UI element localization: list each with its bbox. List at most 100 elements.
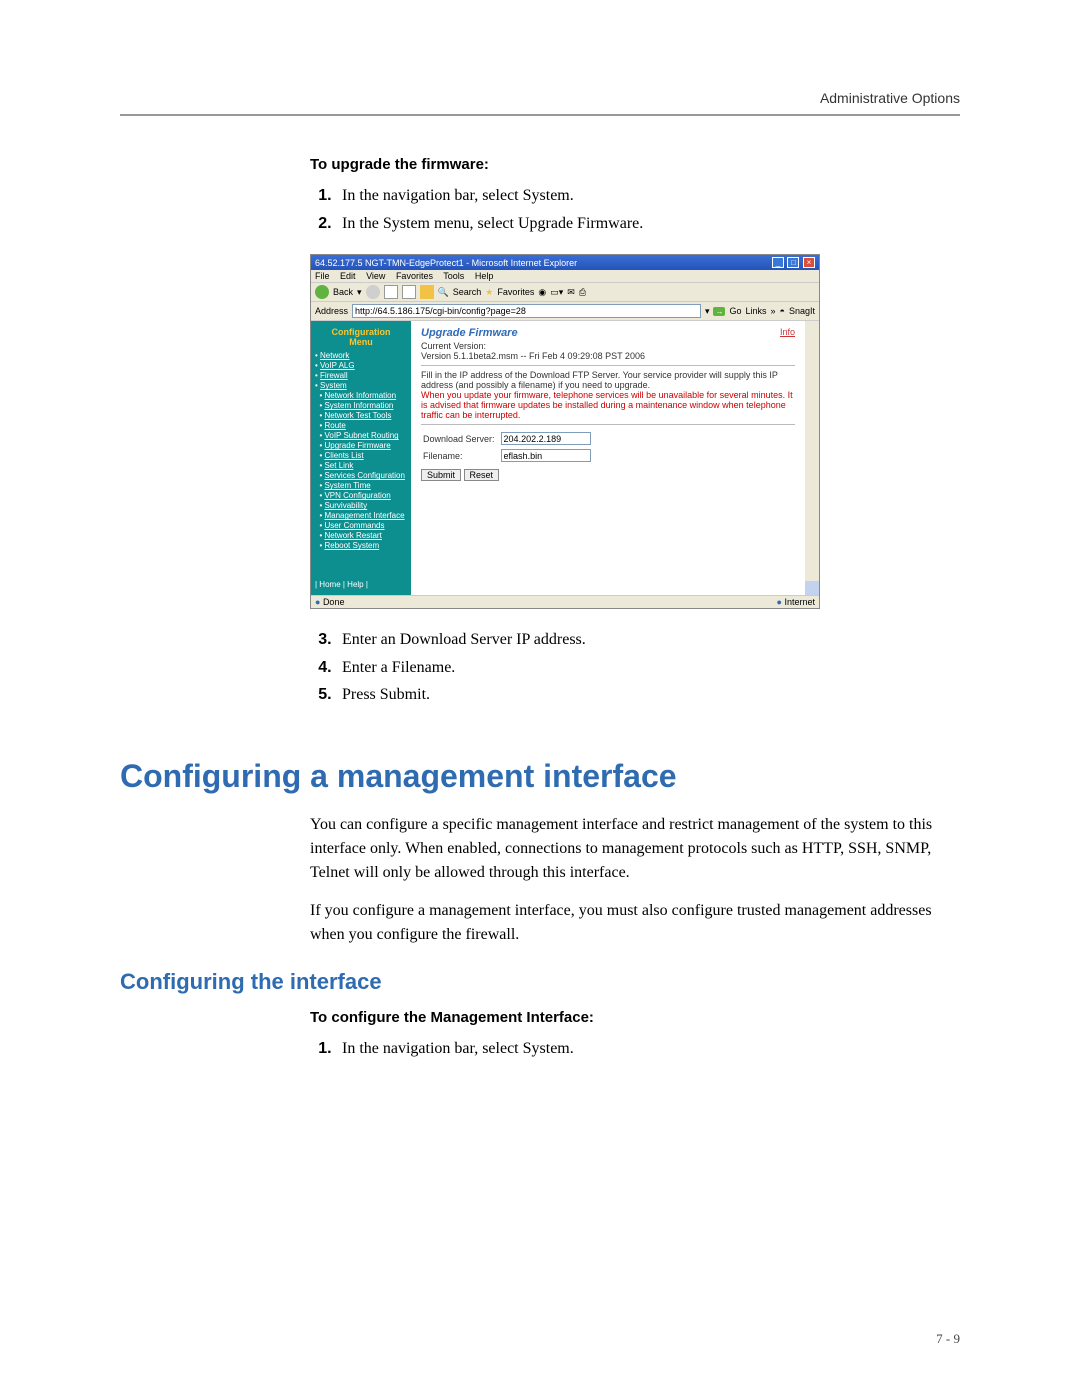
refresh-icon[interactable] bbox=[402, 285, 416, 299]
snagit-label: SnagIt bbox=[789, 306, 815, 316]
sidebar-link[interactable]: Upgrade Firmware bbox=[324, 441, 390, 450]
sidebar-link[interactable]: User Commands bbox=[324, 521, 384, 530]
reset-button[interactable]: Reset bbox=[464, 469, 500, 481]
body-paragraph: You can configure a specific management … bbox=[310, 813, 960, 885]
sidebar-link[interactable]: Management Interface bbox=[324, 511, 404, 520]
body-paragraph: If you configure a management interface,… bbox=[310, 899, 960, 947]
forward-icon[interactable] bbox=[366, 285, 380, 299]
step: Enter an Download Server IP address. bbox=[336, 627, 960, 653]
sidebar-item[interactable]: Management Interface bbox=[315, 511, 407, 520]
sidebar-link[interactable]: VoIP ALG bbox=[320, 361, 355, 370]
step: In the navigation bar, select System. bbox=[336, 1036, 960, 1062]
sidebar-link[interactable]: Clients List bbox=[324, 451, 363, 460]
back-label: Back bbox=[333, 287, 353, 297]
configure-steps: In the navigation bar, select System. bbox=[310, 1036, 960, 1062]
minimize-icon[interactable]: _ bbox=[772, 257, 784, 268]
sidebar-link[interactable]: Network Restart bbox=[324, 531, 381, 540]
address-bar: Address ▾ → Go Links » ◓ SnagIt bbox=[311, 302, 819, 321]
sidebar-link[interactable]: Set Link bbox=[324, 461, 353, 470]
upgrade-steps-top: In the navigation bar, select System. In… bbox=[310, 183, 960, 236]
sidebar-item[interactable]: System Information bbox=[315, 401, 407, 410]
go-button[interactable]: → bbox=[713, 307, 725, 316]
sidebar-link[interactable]: Reboot System bbox=[324, 541, 379, 550]
sidebar-item[interactable]: Network bbox=[315, 351, 407, 360]
sidebar-item[interactable]: Services Configuration bbox=[315, 471, 407, 480]
configure-heading: To configure the Management Interface: bbox=[310, 1009, 960, 1026]
sidebar-link[interactable]: System Information bbox=[324, 401, 393, 410]
menu-item[interactable]: File bbox=[315, 271, 330, 281]
media-icon[interactable]: ◉ bbox=[538, 287, 546, 298]
sidebar-item[interactable]: User Commands bbox=[315, 521, 407, 530]
sidebar-item[interactable]: Network Information bbox=[315, 391, 407, 400]
page-number: 7 - 9 bbox=[936, 1331, 960, 1347]
download-server-input[interactable] bbox=[501, 432, 591, 445]
step: In the System menu, select Upgrade Firmw… bbox=[336, 211, 960, 237]
filename-input[interactable] bbox=[501, 449, 591, 462]
address-input[interactable] bbox=[352, 304, 701, 318]
history-icon[interactable]: ▭▾ bbox=[550, 287, 563, 298]
favorites-icon[interactable]: ★ bbox=[485, 287, 493, 298]
sidebar-item[interactable]: Survivability bbox=[315, 501, 407, 510]
header-rule bbox=[120, 114, 960, 116]
submit-button[interactable]: Submit bbox=[421, 469, 461, 481]
menu-item[interactable]: Favorites bbox=[396, 271, 433, 281]
sidebar-link[interactable]: Network bbox=[320, 351, 349, 360]
sidebar-item[interactable]: System Time bbox=[315, 481, 407, 490]
download-server-label: Download Server: bbox=[423, 431, 499, 446]
ie-titlebar: 64.52.177.5 NGT-TMN-EdgeProtect1 - Micro… bbox=[311, 255, 819, 270]
window-buttons: _ □ × bbox=[771, 257, 815, 268]
sidebar-link[interactable]: System Time bbox=[324, 481, 370, 490]
sidebar-link[interactable]: Services Configuration bbox=[324, 471, 404, 480]
sidebar-title: Configuration bbox=[315, 327, 407, 337]
snagit-icon[interactable]: ◓ bbox=[780, 306, 785, 316]
step: Enter a Filename. bbox=[336, 655, 960, 681]
search-label: Search bbox=[453, 287, 482, 297]
browser-screenshot: 64.52.177.5 NGT-TMN-EdgeProtect1 - Micro… bbox=[310, 254, 820, 609]
address-label: Address bbox=[315, 306, 348, 316]
sidebar-item[interactable]: VoIP ALG bbox=[315, 361, 407, 370]
sidebar-item[interactable]: VPN Configuration bbox=[315, 491, 407, 500]
sidebar-link[interactable]: VoIP Subnet Routing bbox=[324, 431, 398, 440]
back-icon[interactable] bbox=[315, 285, 329, 299]
print-icon[interactable]: ⎙ bbox=[579, 287, 586, 298]
search-icon[interactable]: 🔍 bbox=[438, 287, 449, 298]
sidebar-item[interactable]: VoIP Subnet Routing bbox=[315, 431, 407, 440]
sidebar-item[interactable]: Upgrade Firmware bbox=[315, 441, 407, 450]
home-icon[interactable] bbox=[420, 285, 434, 299]
close-icon[interactable]: × bbox=[803, 257, 815, 268]
menu-item[interactable]: View bbox=[366, 271, 385, 281]
sidebar-item[interactable]: Firewall bbox=[315, 371, 407, 380]
status-net: Internet bbox=[777, 597, 815, 607]
status-bar: Done Internet bbox=[311, 595, 819, 608]
sidebar-item[interactable]: Set Link bbox=[315, 461, 407, 470]
sidebar-link[interactable]: Survivability bbox=[324, 501, 367, 510]
sidebar-link[interactable]: System bbox=[320, 381, 347, 390]
sidebar-link[interactable]: Network Test Tools bbox=[324, 411, 391, 420]
sidebar-link[interactable]: Firewall bbox=[320, 371, 348, 380]
sidebar-item[interactable]: Reboot System bbox=[315, 541, 407, 550]
stop-icon[interactable] bbox=[384, 285, 398, 299]
mail-icon[interactable]: ✉ bbox=[567, 287, 575, 298]
info-link[interactable]: Info bbox=[780, 327, 795, 337]
links-label: Links bbox=[746, 306, 767, 316]
sidebar-item[interactable]: Network Test Tools bbox=[315, 411, 407, 420]
step: In the navigation bar, select System. bbox=[336, 183, 960, 209]
sidebar-item[interactable]: Clients List bbox=[315, 451, 407, 460]
menu-item[interactable]: Edit bbox=[340, 271, 356, 281]
menu-item[interactable]: Help bbox=[475, 271, 494, 281]
ie-toolbar: Back ▾ 🔍 Search ★ Favorites ◉ ▭▾ ✉ ⎙ bbox=[311, 283, 819, 302]
sidebar-link[interactable]: Route bbox=[324, 421, 345, 430]
main-panel: Info Upgrade Firmware Current Version: V… bbox=[411, 321, 805, 595]
upgrade-heading: To upgrade the firmware: bbox=[310, 156, 960, 173]
sidebar-link[interactable]: VPN Configuration bbox=[324, 491, 390, 500]
sidebar-link[interactable]: Network Information bbox=[324, 391, 396, 400]
current-version-label: Current Version: bbox=[421, 341, 795, 351]
sidebar-item[interactable]: Route bbox=[315, 421, 407, 430]
maximize-icon[interactable]: □ bbox=[787, 257, 799, 268]
menu-item[interactable]: Tools bbox=[443, 271, 464, 281]
sidebar-item[interactable]: Network Restart bbox=[315, 531, 407, 540]
sidebar-title2: Menu bbox=[315, 337, 407, 347]
step: Press Submit. bbox=[336, 682, 960, 708]
instructions: Fill in the IP address of the Download F… bbox=[421, 370, 795, 390]
sidebar-item[interactable]: System bbox=[315, 381, 407, 390]
